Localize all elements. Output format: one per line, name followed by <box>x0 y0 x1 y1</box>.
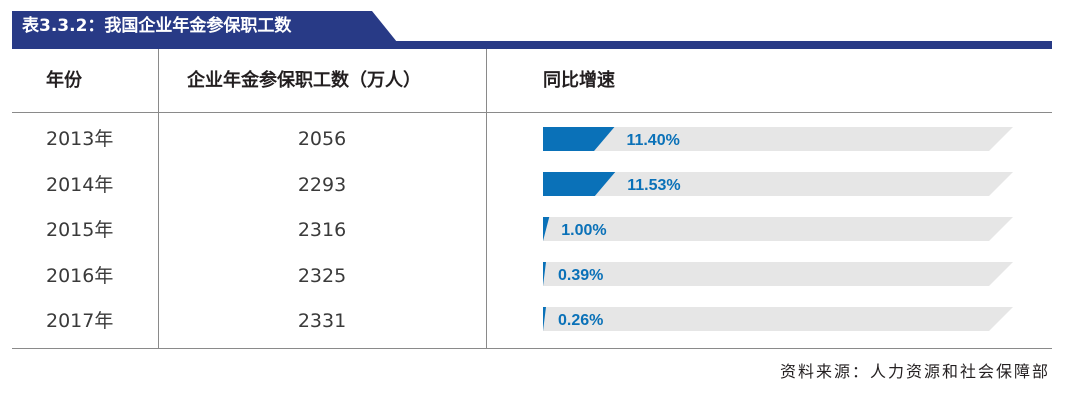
growth-data-label: 1.00% <box>561 222 606 239</box>
growth-bar <box>543 172 616 196</box>
cell-year: 2014年 <box>46 174 114 196</box>
header-growth: 同比增速 <box>543 70 615 91</box>
header-rule <box>12 112 1052 113</box>
cell-year: 2013年 <box>46 128 114 150</box>
cell-count: 2331 <box>297 310 347 332</box>
growth-bar <box>543 127 615 151</box>
growth-bar-track <box>543 172 1013 196</box>
growth-bar <box>543 217 550 241</box>
growth-bar-track <box>543 307 1013 331</box>
header-year: 年份 <box>46 70 82 91</box>
growth-data-label: 11.53% <box>627 177 680 194</box>
cell-count: 2293 <box>297 174 347 196</box>
growth-bar <box>543 307 546 331</box>
source-note: 资料来源：人力资源和社会保障部 <box>779 362 1050 381</box>
growth-bar <box>543 262 546 286</box>
growth-bar-track <box>543 127 1013 151</box>
bottom-rule <box>12 348 1052 349</box>
title-tab-shape <box>12 11 397 42</box>
growth-bar-track <box>543 262 1013 286</box>
cell-year: 2016年 <box>46 265 114 287</box>
cell-count: 2056 <box>297 128 347 150</box>
cell-year: 2017年 <box>46 310 114 332</box>
column-divider-2 <box>486 49 487 349</box>
cell-count: 2316 <box>297 219 347 241</box>
cell-year: 2015年 <box>46 219 114 241</box>
growth-bar-track <box>543 217 1013 241</box>
growth-data-label: 0.26% <box>558 312 603 329</box>
cell-count: 2325 <box>297 265 347 287</box>
header-count: 企业年金参保职工数（万人） <box>187 70 421 91</box>
growth-data-label: 0.39% <box>558 267 603 284</box>
column-divider-1 <box>158 49 159 349</box>
title-rule <box>12 41 1052 49</box>
growth-data-label: 11.40% <box>626 132 679 149</box>
table-title-tab: 表3.3.2：我国企业年金参保职工数 <box>12 11 397 42</box>
table-title: 表3.3.2：我国企业年金参保职工数 <box>22 16 292 36</box>
